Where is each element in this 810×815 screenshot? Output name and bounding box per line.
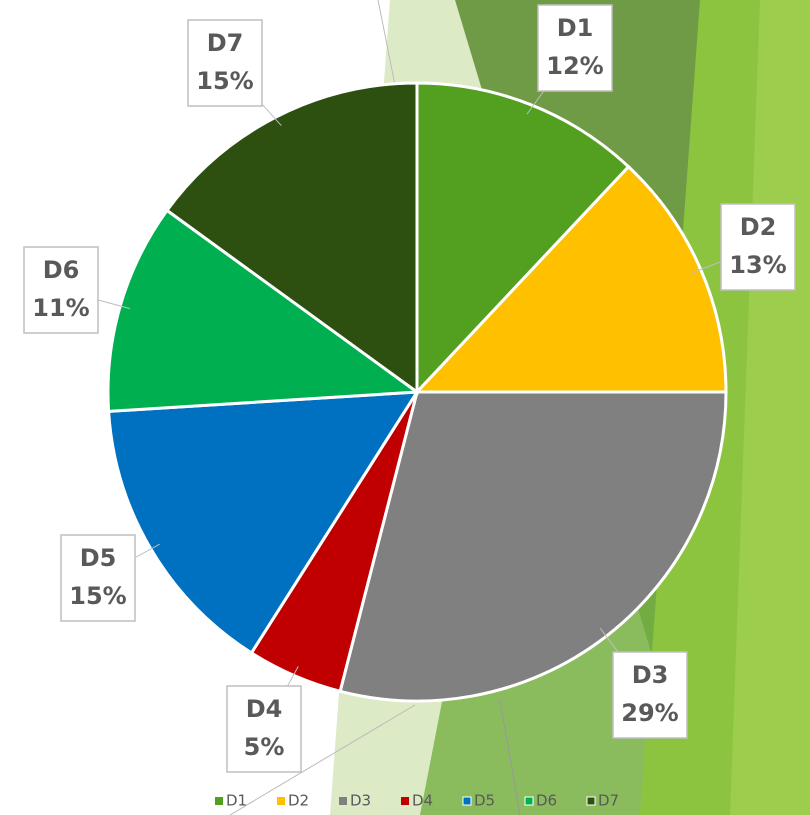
label-name: D5: [80, 544, 117, 572]
label-box: [60, 534, 136, 622]
label-box: [226, 685, 302, 773]
legend-marker: [462, 796, 472, 806]
label-box: [23, 246, 99, 334]
slice: [415, 81, 631, 396]
legend-marker: [524, 796, 534, 806]
label-name: D2: [740, 213, 777, 241]
legend-marker: [339, 797, 347, 805]
label-name: D1: [557, 14, 594, 42]
label-value: 15%: [196, 67, 253, 95]
label-name: D7: [207, 29, 244, 57]
label-value: 15%: [69, 582, 126, 610]
legend-label: D7: [598, 792, 619, 810]
legend-label: D6: [536, 792, 557, 810]
label-value: 12%: [546, 52, 603, 80]
label-box: [187, 19, 263, 107]
label-name: D4: [246, 695, 283, 723]
legend-marker: [401, 797, 409, 805]
legend-marker: [277, 797, 285, 805]
label-box: [612, 651, 688, 739]
legend-marker: [586, 796, 596, 806]
legend-label: D4: [412, 792, 433, 810]
legend-marker: [215, 797, 223, 805]
label-box: [720, 203, 796, 291]
label-value: 29%: [621, 699, 678, 727]
label-name: D3: [632, 661, 669, 689]
legend-label: D1: [226, 792, 247, 810]
label-value: 5%: [244, 733, 285, 761]
legend-label: D2: [288, 792, 309, 810]
legend-label: D3: [350, 792, 371, 810]
label-name: D6: [43, 256, 80, 284]
label-box: [537, 4, 613, 92]
legend-label: D5: [474, 792, 495, 810]
label-value: 13%: [729, 251, 786, 279]
slice: [164, 81, 419, 395]
label-value: 11%: [32, 294, 89, 322]
